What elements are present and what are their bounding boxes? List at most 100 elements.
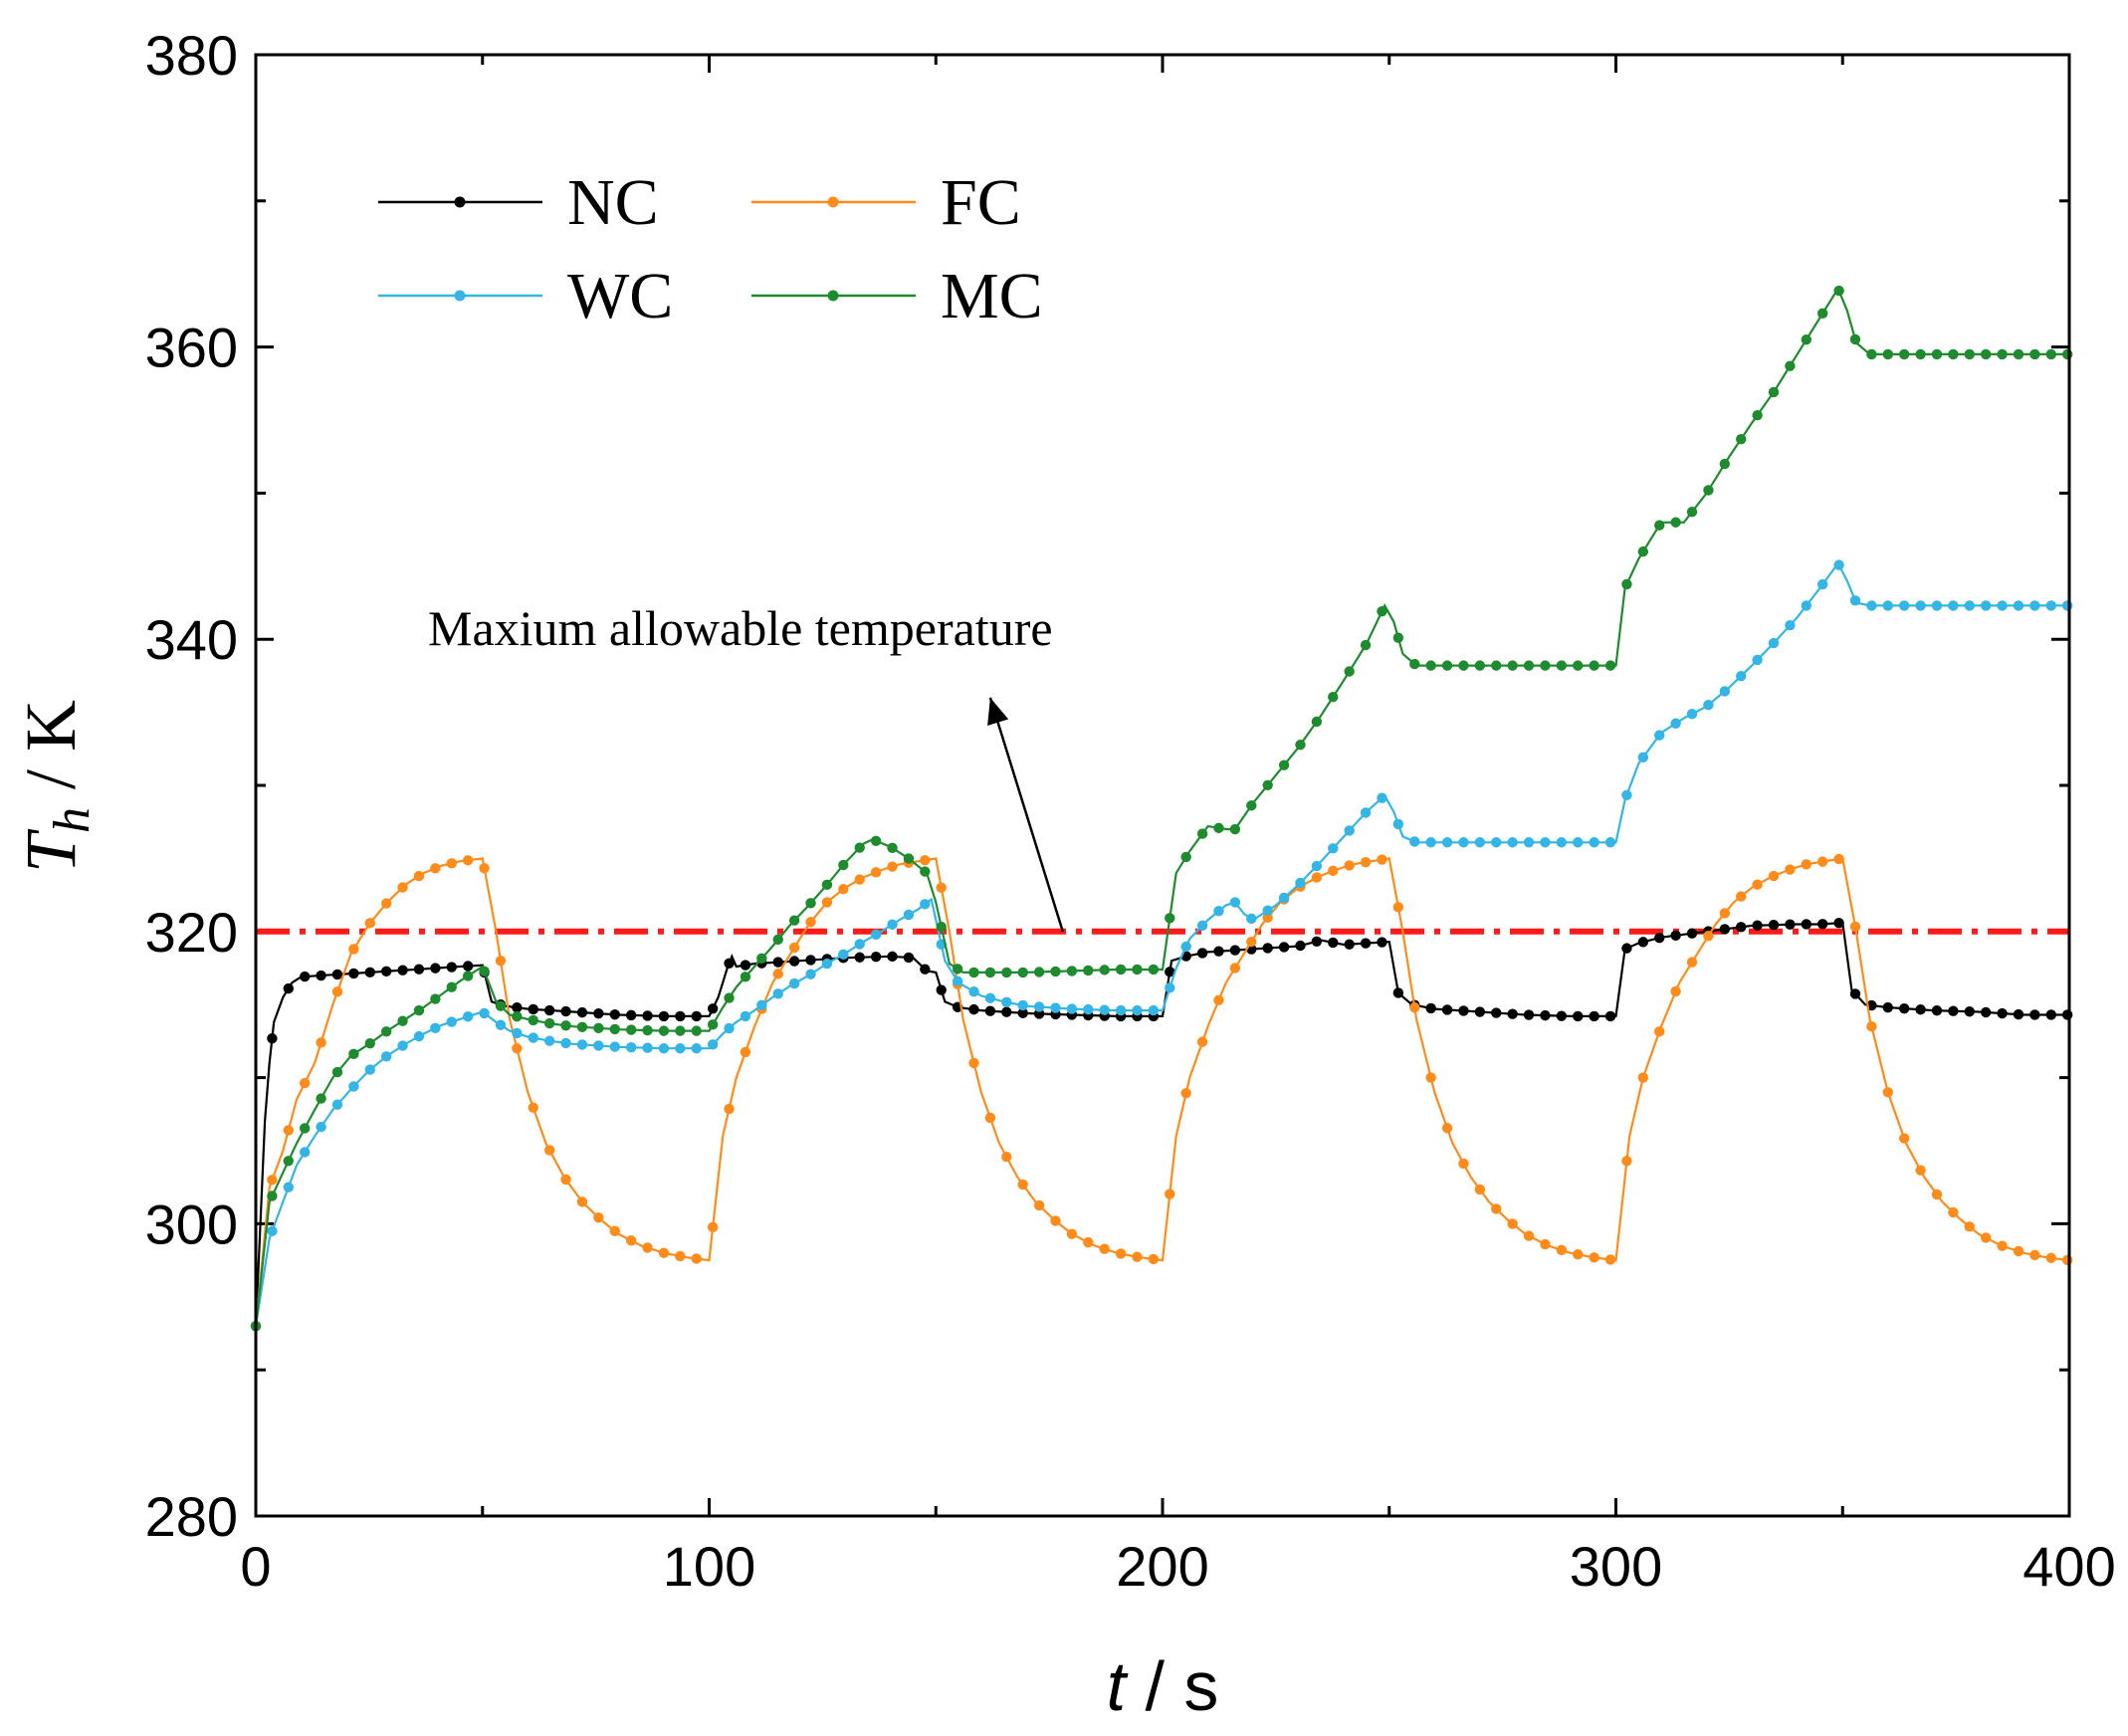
data-point-nc — [1997, 1007, 2008, 1019]
data-point-fc — [1964, 1221, 1975, 1232]
y-tick-label: 380 — [145, 24, 238, 87]
data-point-mc — [854, 842, 865, 853]
data-point-fc — [1491, 1203, 1502, 1214]
data-point-mc — [1115, 964, 1127, 976]
data-point-fc — [1458, 1158, 1469, 1170]
data-point-mc — [1033, 967, 1045, 977]
data-point-wc — [331, 1099, 343, 1110]
data-point-fc — [397, 882, 408, 893]
data-point-nc — [1540, 1009, 1551, 1021]
legend-swatch-marker — [827, 196, 839, 208]
data-point-fc — [675, 1250, 686, 1262]
data-point-mc — [642, 1024, 653, 1036]
data-point-fc — [479, 862, 490, 874]
data-point-wc — [740, 1010, 751, 1022]
data-point-wc — [348, 1081, 359, 1092]
data-point-fc — [1997, 1240, 2008, 1251]
y-tick-label: 280 — [145, 1485, 238, 1548]
data-point-mc — [1001, 967, 1012, 978]
data-point-nc — [543, 1004, 555, 1016]
data-point-nc — [1507, 1008, 1518, 1019]
data-point-mc — [1328, 692, 1339, 703]
data-point-mc — [968, 967, 979, 978]
data-point-mc — [903, 853, 915, 864]
data-point-wc — [2029, 600, 2040, 611]
data-point-nc — [560, 1005, 571, 1017]
data-point-fc — [2061, 1254, 2073, 1266]
data-point-fc — [1768, 870, 1780, 882]
series-group — [250, 285, 2073, 1332]
data-point-mc — [1344, 666, 1355, 677]
data-point-mc — [1425, 660, 1436, 671]
data-point-fc — [1785, 864, 1796, 875]
data-point-nc — [1915, 1004, 1926, 1015]
data-point-fc — [625, 1235, 637, 1246]
data-point-mc — [1262, 779, 1273, 790]
data-point-mc — [1392, 632, 1404, 643]
data-point-wc — [560, 1037, 571, 1049]
data-point-nc — [1392, 987, 1404, 998]
data-point-wc — [1686, 709, 1698, 720]
data-point-mc — [1621, 578, 1632, 590]
data-point-wc — [870, 929, 882, 941]
data-point-wc — [1736, 670, 1747, 682]
data-point-wc — [495, 1019, 507, 1030]
data-point-wc — [1785, 619, 1796, 631]
data-point-nc — [984, 1005, 996, 1016]
data-point-fc — [430, 863, 441, 874]
data-point-mc — [543, 1017, 555, 1029]
data-point-wc — [691, 1043, 702, 1054]
data-point-fc — [495, 955, 507, 967]
data-point-wc — [658, 1043, 670, 1054]
data-point-fc — [1148, 1253, 1160, 1265]
data-point-fc — [1246, 936, 1257, 948]
data-point-fc — [1833, 853, 1844, 865]
data-point-mc — [316, 1093, 326, 1104]
data-point-nc — [364, 967, 375, 978]
data-point-nc — [283, 982, 294, 994]
legend-swatch-marker — [454, 290, 466, 302]
data-point-nc — [593, 1007, 604, 1019]
data-point-mc — [1980, 348, 1992, 360]
data-point-nc — [1556, 1010, 1568, 1021]
data-point-wc — [1703, 700, 1714, 711]
data-point-nc — [316, 970, 326, 981]
data-point-nc — [625, 1009, 637, 1021]
data-point-nc — [1262, 943, 1273, 954]
data-point-mc — [1311, 716, 1323, 728]
data-point-nc — [1931, 1004, 1943, 1016]
data-point-fc — [1360, 857, 1372, 868]
data-point-mc — [1964, 348, 1975, 360]
data-point-mc — [1752, 409, 1763, 421]
data-point-fc — [1849, 921, 1861, 933]
data-point-mc — [1507, 660, 1518, 671]
data-point-mc — [1474, 660, 1486, 671]
data-point-wc — [1866, 600, 1877, 611]
data-point-mc — [560, 1020, 571, 1031]
data-point-wc — [920, 899, 931, 910]
data-point-wc — [1392, 818, 1404, 830]
data-point-wc — [1441, 837, 1453, 848]
data-point-fc — [772, 969, 783, 979]
data-point-fc — [1507, 1218, 1518, 1229]
data-point-wc — [1083, 1003, 1094, 1015]
data-point-wc — [364, 1064, 375, 1075]
data-point-wc — [479, 1007, 490, 1019]
data-point-mc — [887, 842, 898, 854]
data-point-mc — [1132, 964, 1143, 976]
data-point-wc — [446, 1016, 457, 1027]
data-point-nc — [1458, 1005, 1469, 1016]
data-point-mc — [1898, 348, 1910, 360]
data-point-mc — [1654, 520, 1665, 531]
data-point-fc — [1573, 1248, 1584, 1260]
data-point-nc — [1980, 1006, 1992, 1018]
data-point-mc — [380, 1026, 392, 1037]
data-point-nc — [1589, 1010, 1599, 1022]
data-point-wc — [267, 1225, 278, 1236]
data-point-mc — [495, 1000, 507, 1011]
data-point-wc — [1115, 1004, 1127, 1016]
data-point-nc — [512, 1001, 523, 1013]
data-point-nc — [446, 962, 457, 973]
data-point-wc — [593, 1040, 604, 1051]
data-point-mc — [772, 934, 783, 946]
